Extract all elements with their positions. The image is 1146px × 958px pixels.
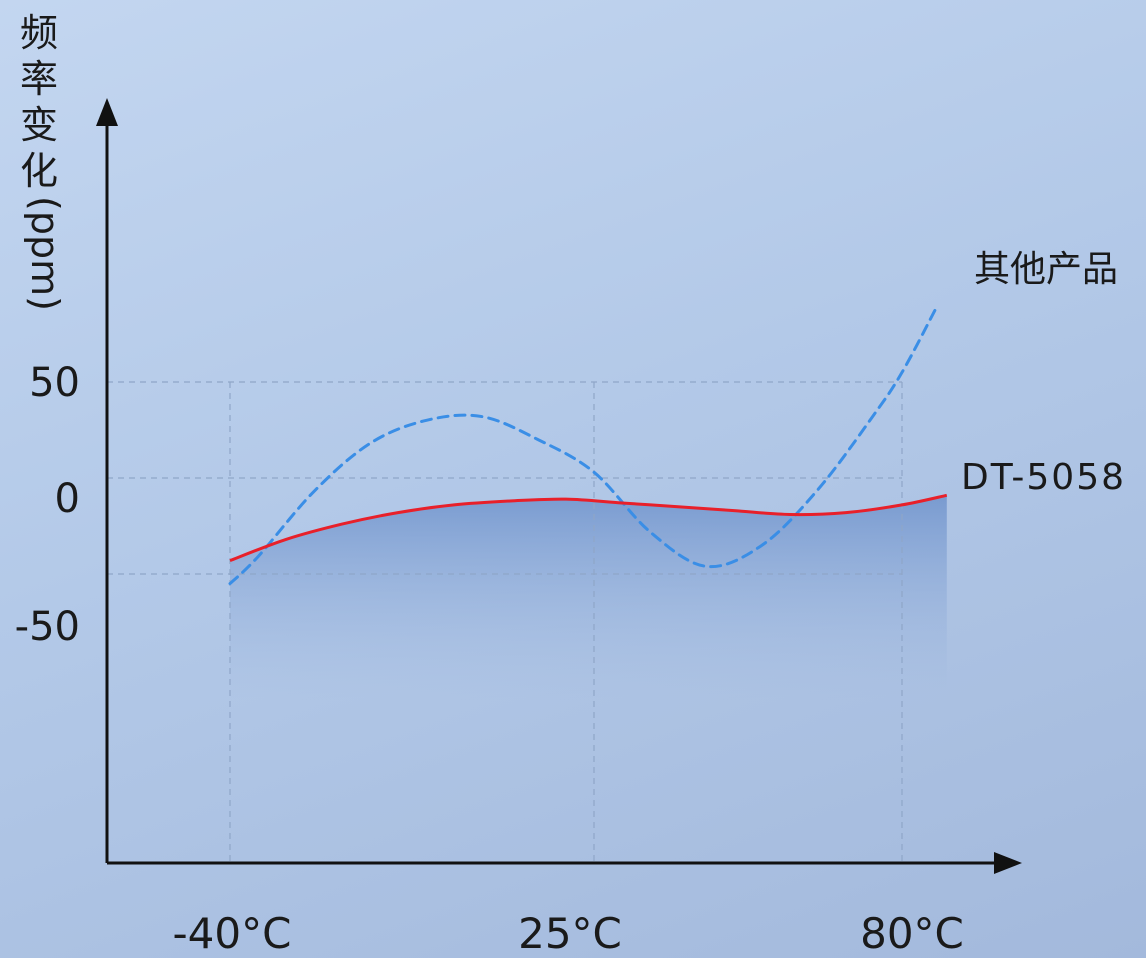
- y-axis-label: 频率变化 (ppm): [20, 10, 70, 311]
- series-label-dt-5058: DT-5058: [961, 457, 1126, 498]
- series-line-other-products: [228, 307, 938, 586]
- x-tick-label-2: 80°C: [860, 909, 964, 958]
- y-axis-arrow: [96, 98, 118, 126]
- y-axis-unit: (ppm): [23, 196, 67, 311]
- series-label-other-products: 其他产品: [974, 249, 1118, 290]
- x-axis-arrow: [994, 852, 1022, 874]
- x-tick-label-1: 25°C: [518, 909, 622, 958]
- y-axis-label-text: 频率变化: [20, 11, 59, 193]
- y-tick-label-1: 0: [55, 476, 80, 522]
- area-fill-dt-5058: [230, 495, 947, 700]
- y-tick-label-2: -50: [15, 604, 80, 650]
- x-tick-label-0: -40°C: [173, 909, 292, 958]
- series-line-dt-5058: [229, 493, 948, 562]
- y-tick-label-0: 50: [29, 360, 80, 406]
